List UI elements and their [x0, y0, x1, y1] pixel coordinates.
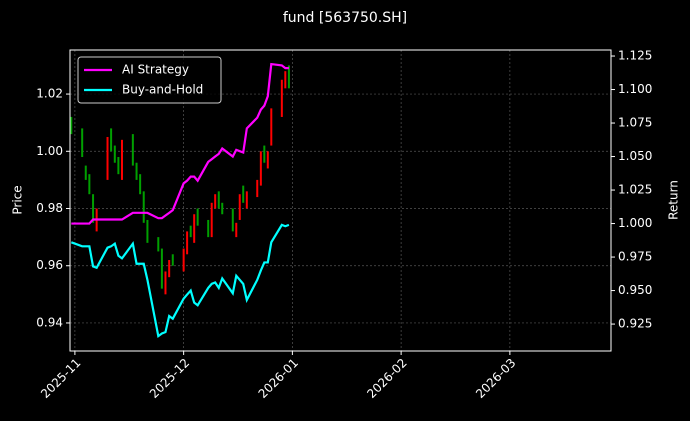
candle-body — [210, 202, 213, 238]
candle-body — [287, 65, 290, 89]
y2-tick-label: 0.975 — [618, 250, 652, 264]
candle-body — [263, 145, 266, 163]
candle-body — [256, 179, 259, 198]
candle-body — [189, 225, 192, 238]
candle-body — [217, 191, 220, 209]
candle-body — [131, 134, 134, 166]
candle-body — [245, 191, 248, 209]
candle-body — [221, 202, 224, 215]
candle-body — [157, 237, 160, 252]
candle-body — [139, 174, 142, 195]
candle-body — [92, 194, 95, 223]
chart-title: fund [563750.SH] — [283, 10, 407, 26]
y-tick-label: 1.00 — [36, 144, 63, 158]
candle-body — [186, 231, 189, 255]
y2-tick-label: 1.000 — [618, 216, 652, 230]
y2-axis-label: Return — [667, 180, 681, 220]
legend-label: Buy-and-Hold — [122, 83, 203, 97]
candle-body — [259, 151, 262, 186]
candle-body — [88, 174, 91, 195]
legend-label: AI Strategy — [122, 63, 189, 77]
candle-body — [207, 219, 210, 238]
candle-body — [135, 162, 138, 180]
y2-tick-label: 1.025 — [618, 183, 652, 197]
candle-body — [142, 191, 145, 223]
candle-body — [110, 128, 113, 152]
candle-body — [270, 108, 273, 146]
y2-tick-label: 0.950 — [618, 283, 652, 297]
candle-body — [284, 71, 287, 89]
candle-body — [182, 248, 185, 272]
y-tick-label: 0.98 — [36, 201, 63, 215]
candle-body — [117, 157, 120, 175]
candle-body — [196, 208, 199, 226]
line — [70, 223, 290, 339]
candle-body — [280, 79, 283, 117]
candle-body — [70, 116, 73, 135]
candle-body — [242, 185, 245, 203]
candle-body — [238, 194, 241, 220]
candle-body — [164, 271, 167, 295]
y-tick-label: 1.02 — [36, 87, 63, 101]
line — [71, 62, 289, 225]
candle-body — [146, 219, 149, 243]
candle-body — [235, 222, 238, 238]
y-tick-label: 0.96 — [36, 258, 63, 272]
legend-box — [77, 56, 222, 104]
candle-body — [113, 145, 116, 163]
candle-body — [168, 260, 171, 278]
candle-body — [266, 151, 269, 169]
plot-frame — [69, 49, 612, 352]
y2-tick-label: 1.075 — [618, 116, 652, 130]
y-tick-label: 0.94 — [36, 315, 63, 329]
y2-tick-label: 1.125 — [618, 49, 652, 63]
y2-tick-label: 0.925 — [618, 317, 652, 331]
candle-body — [84, 165, 87, 180]
candle-body — [171, 254, 174, 266]
y2-tick-label: 1.050 — [618, 149, 652, 163]
y2-tick-label: 1.100 — [618, 82, 652, 96]
candle-body — [81, 128, 84, 158]
candle-body — [160, 248, 163, 289]
candle-body — [214, 194, 217, 209]
candle-body — [193, 214, 196, 243]
y-axis-label: Price — [11, 185, 25, 214]
candle-body — [120, 139, 123, 180]
candle-body — [106, 136, 109, 180]
candle-body — [231, 208, 234, 232]
